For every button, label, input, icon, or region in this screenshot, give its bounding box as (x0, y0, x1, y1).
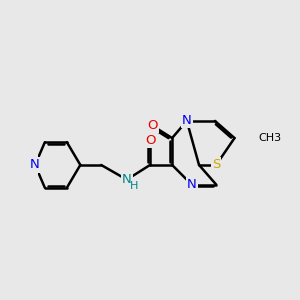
Text: N: N (30, 158, 40, 172)
Text: CH3: CH3 (259, 133, 282, 143)
Text: H: H (130, 182, 138, 191)
Text: N: N (122, 173, 132, 186)
Text: N: N (187, 178, 196, 191)
Text: S: S (212, 158, 220, 172)
Text: N: N (182, 114, 192, 128)
Text: O: O (145, 134, 155, 147)
Text: O: O (147, 119, 158, 132)
